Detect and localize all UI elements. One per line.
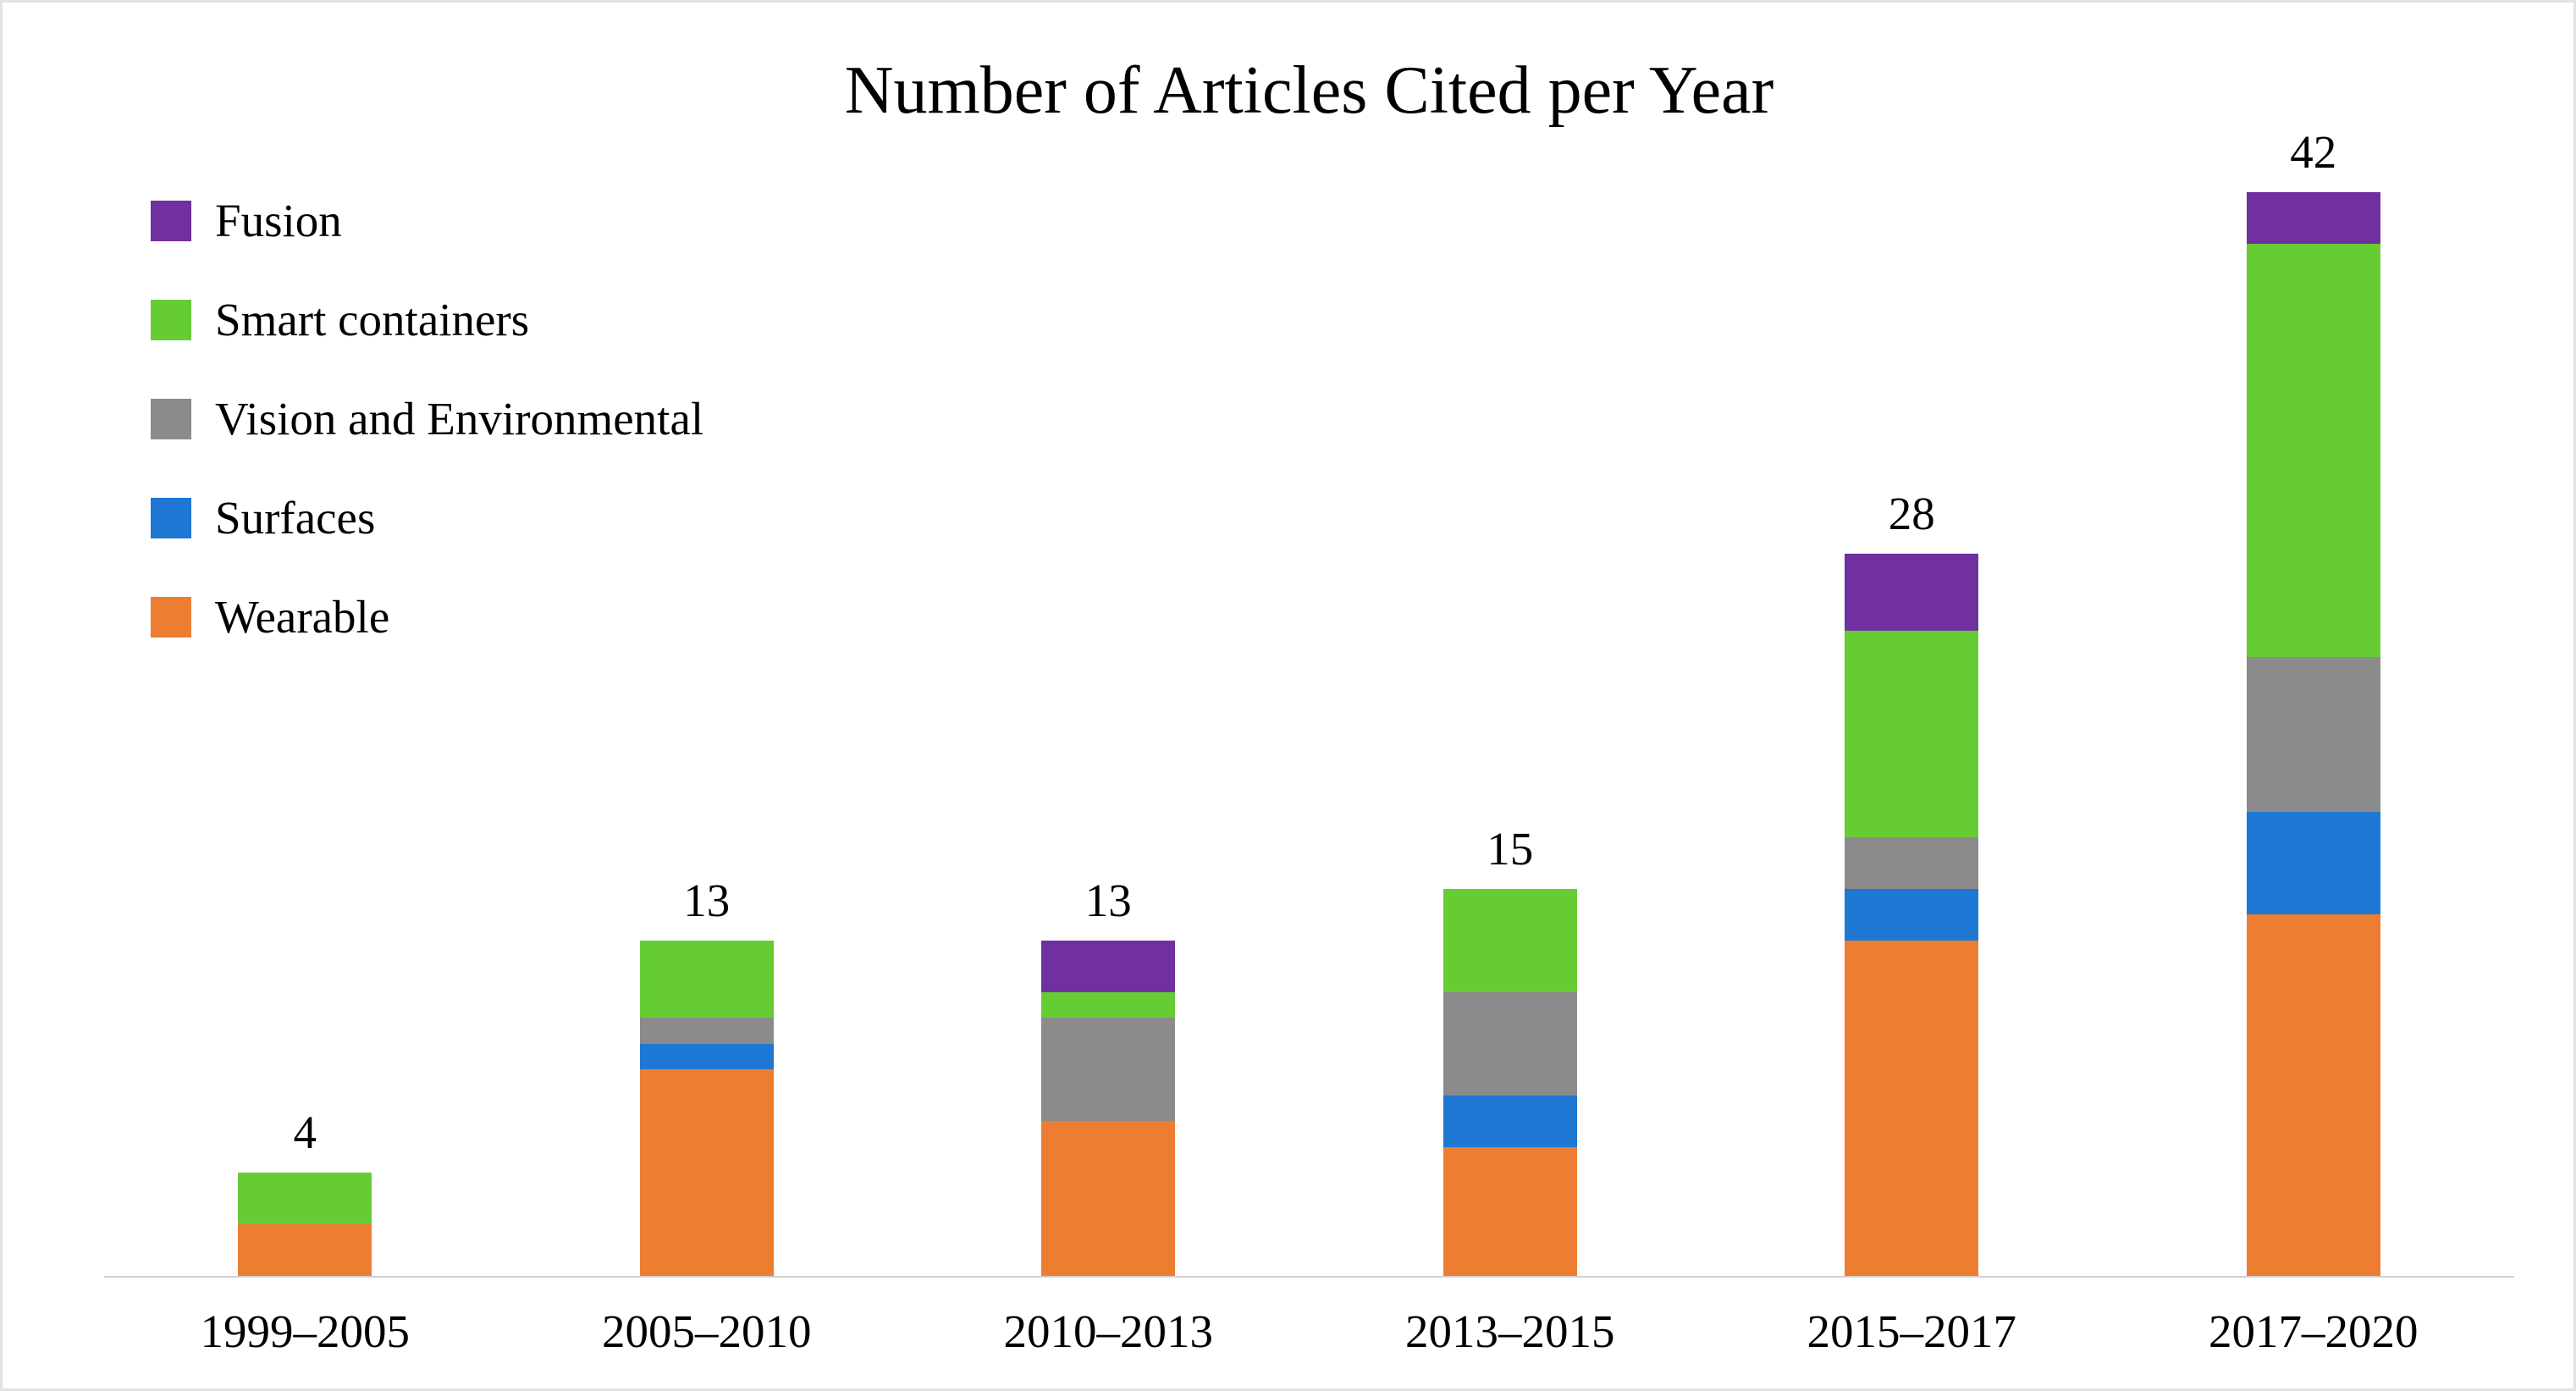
bar-stack [238, 1173, 372, 1276]
bar-segment-smart [1845, 631, 1978, 837]
chart-title: Number of Articles Cited per Year [104, 53, 2514, 128]
bar-segment-wearable [640, 1069, 774, 1276]
x-axis-label: 2010–2013 [907, 1308, 1310, 1355]
bar-segment-surfaces [1443, 1096, 1577, 1147]
bar-segment-wearable [1443, 1147, 1577, 1276]
plot-area: 4 13 13 15 28 42 [104, 162, 2514, 1278]
bar-stack [1443, 889, 1577, 1276]
bar-segment-wearable [1845, 941, 1978, 1276]
bar-segment-surfaces [640, 1044, 774, 1069]
bar-segment-smart [2247, 244, 2380, 656]
bar-total-label: 15 [1487, 825, 1533, 872]
bar-segment-fusion [2247, 192, 2380, 244]
bar-segment-fusion [1845, 554, 1978, 631]
bar-segment-wearable [1041, 1121, 1175, 1276]
bar-slot: 13 [907, 162, 1310, 1276]
plot: 41313152842 1999–20052005–20102010–20132… [104, 162, 2514, 1355]
bar-slot: 42 [2113, 162, 2515, 1276]
bar-slot: 4 [104, 162, 506, 1276]
bars-row: 4 13 13 15 28 42 [104, 162, 2514, 1276]
bar-slot: 15 [1310, 162, 1712, 1276]
x-axis-label: 2013–2015 [1310, 1308, 1712, 1355]
bar-segment-surfaces [2247, 812, 2380, 915]
x-axis-label: 2017–2020 [2113, 1308, 2515, 1355]
bar-segment-smart [238, 1173, 372, 1224]
chart-body: 41313152842 1999–20052005–20102010–20132… [104, 162, 2514, 1355]
bar-stack [640, 941, 774, 1276]
bar-segment-vision [1443, 992, 1577, 1096]
bar-slot: 28 [1711, 162, 2113, 1276]
bar-total-label: 28 [1889, 490, 1935, 537]
chart-frame: Number of Articles Cited per Year Fusion… [0, 0, 2576, 1391]
bar-segment-vision [2247, 657, 2380, 812]
bar-stack [1845, 554, 1978, 1276]
bar-slot: 13 [506, 162, 908, 1276]
bar-segment-vision [640, 1018, 774, 1043]
bar-segment-wearable [2247, 914, 2380, 1276]
x-axis-label: 2005–2010 [506, 1308, 908, 1355]
bar-total-label: 13 [1085, 877, 1132, 924]
x-axis-label: 2015–2017 [1711, 1308, 2113, 1355]
bar-segment-wearable [238, 1224, 372, 1276]
bar-segment-smart [1443, 889, 1577, 992]
bar-segment-smart [640, 941, 774, 1018]
bar-segment-smart [1041, 992, 1175, 1018]
x-axis-label: 1999–2005 [104, 1308, 506, 1355]
x-axis-labels: 1999–20052005–20102010–20132013–20152015… [104, 1278, 2514, 1355]
bar-total-label: 4 [294, 1109, 317, 1156]
bar-stack [1041, 941, 1175, 1276]
bar-segment-vision [1041, 1018, 1175, 1121]
bar-total-label: 42 [2290, 129, 2336, 175]
bar-segment-surfaces [1845, 889, 1978, 941]
bar-segment-fusion [1041, 941, 1175, 992]
bar-segment-vision [1845, 837, 1978, 889]
bar-total-label: 13 [683, 877, 730, 924]
bar-stack [2247, 192, 2380, 1276]
